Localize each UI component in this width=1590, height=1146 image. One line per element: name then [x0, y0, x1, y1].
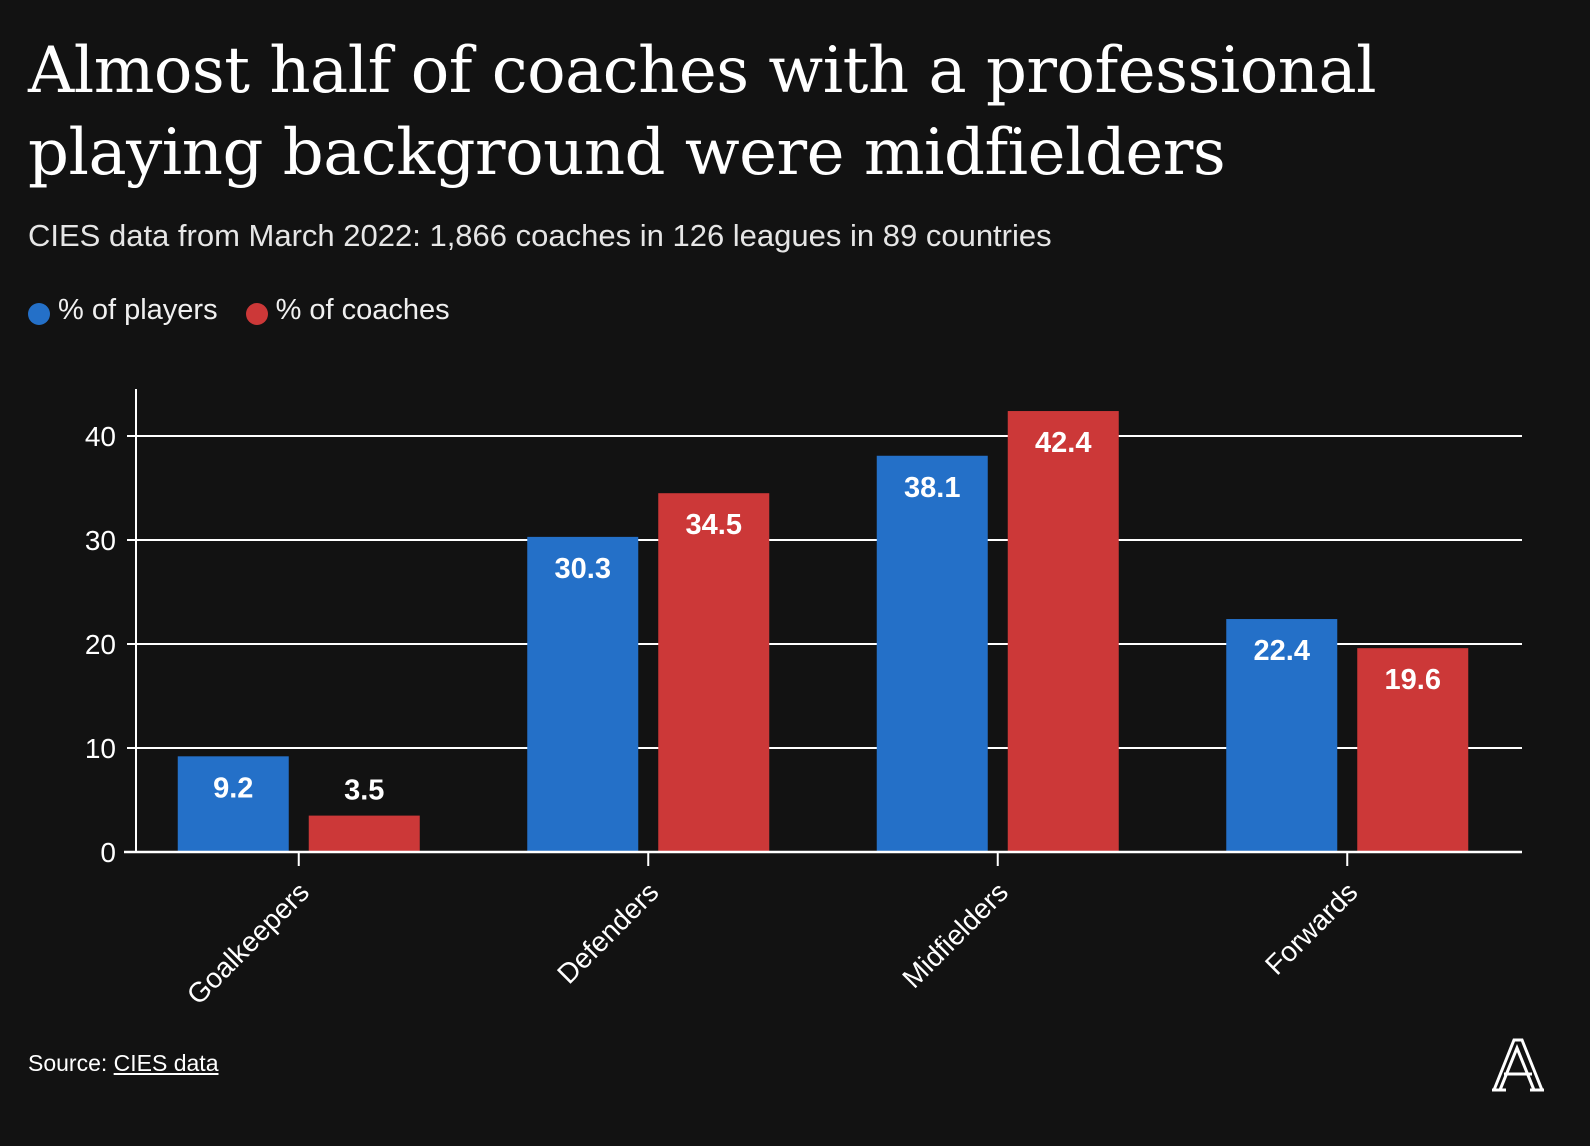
data-label-forwards-coaches: 19.6 [1385, 664, 1441, 696]
data-label-midfielders-coaches: 42.4 [1035, 427, 1091, 459]
legend-dot-players [28, 302, 50, 325]
y-tick-label-30: 30 [85, 525, 116, 556]
x-tick-label-midfielders: Midfielders [896, 876, 1014, 994]
bar-goalkeepers-players [177, 756, 289, 852]
chart-title: Almost half of coaches with a profession… [28, 34, 1377, 190]
data-label-forwards-players: 22.4 [1254, 635, 1310, 667]
bar-defenders-coaches [658, 493, 770, 852]
data-label-goalkeepers-coaches: 3.5 [344, 775, 384, 807]
x-tick-label-defenders: Defenders [551, 876, 664, 989]
bar-midfielders-players [876, 455, 988, 852]
y-tick-label-10: 10 [85, 733, 116, 764]
data-label-goalkeepers-players: 9.2 [213, 772, 253, 804]
athletic-logo-icon [1492, 1038, 1544, 1092]
data-label-midfielders-players: 38.1 [904, 472, 960, 504]
source-note: Source: CIES data [28, 1050, 219, 1077]
chart-subtitle: CIES data from March 2022: 1,866 coaches… [28, 218, 1052, 253]
x-tick-label-forwards: Forwards [1259, 876, 1363, 980]
legend-dot-coaches [245, 302, 268, 325]
data-label-defenders-players: 30.3 [555, 553, 611, 585]
x-tick-label-goalkeepers: Goalkeepers [181, 876, 315, 1010]
source-link[interactable]: CIES data [113, 1050, 219, 1076]
y-tick-label-0: 0 [100, 837, 116, 868]
bar-goalkeepers-coaches [308, 815, 420, 852]
source-prefix: Source: [28, 1050, 114, 1076]
legend-label-players: % of players [58, 294, 218, 326]
y-tick-label-40: 40 [85, 421, 116, 452]
data-label-defenders-coaches: 34.5 [686, 509, 742, 541]
legend-item-players: % of players [28, 294, 218, 327]
bar-defenders-players [527, 536, 639, 852]
legend-item-coaches: % of coaches [245, 294, 450, 327]
legend-label-coaches: % of coaches [275, 294, 450, 326]
bar-forwards-coaches [1357, 648, 1469, 852]
bar-forwards-players [1226, 619, 1338, 852]
y-tick-label-20: 20 [85, 629, 116, 660]
bar-midfielders-coaches [1007, 411, 1119, 852]
legend: % of players % of coaches [28, 294, 478, 327]
